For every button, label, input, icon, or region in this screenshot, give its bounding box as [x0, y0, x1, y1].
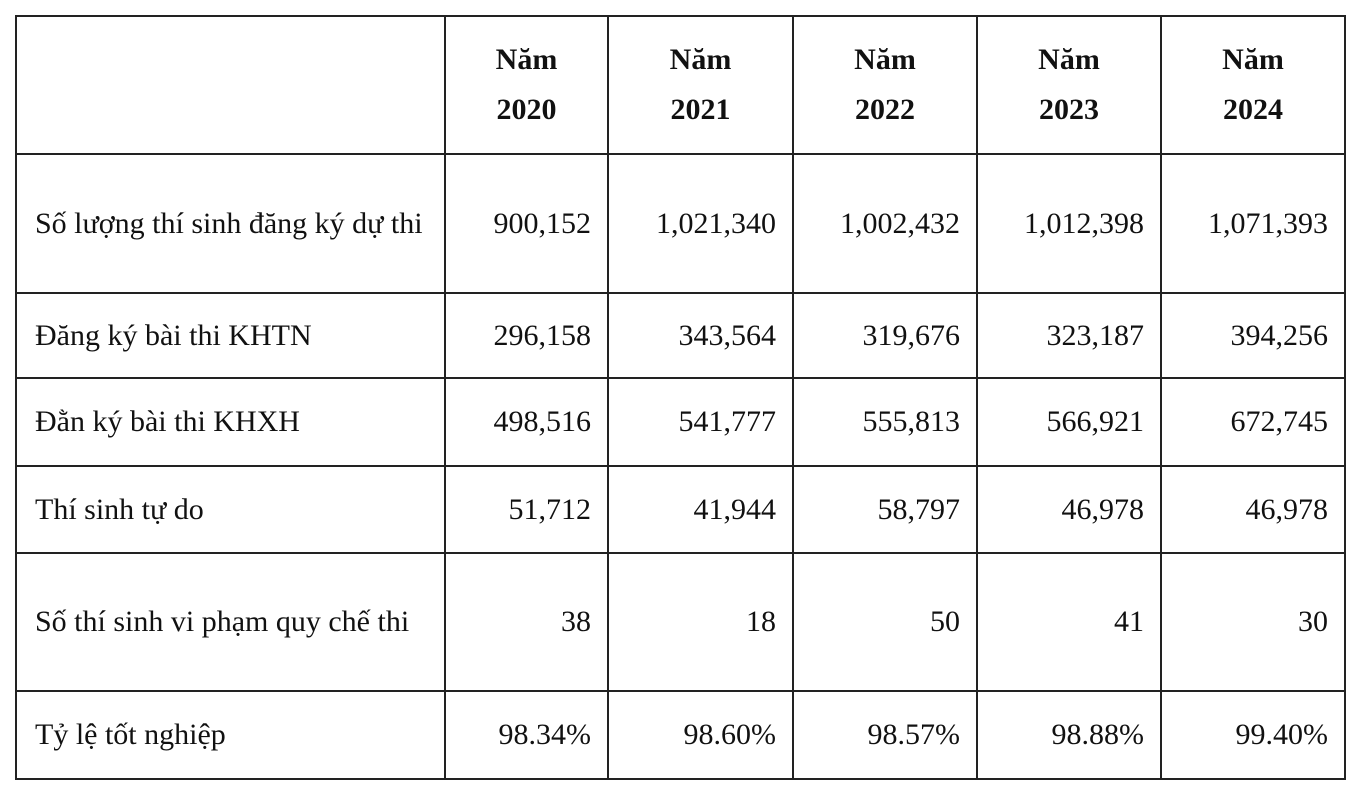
cell-value: 1,002,432	[792, 153, 978, 294]
cell-value: 323,187	[976, 292, 1162, 379]
header-line: Năm	[1222, 43, 1284, 76]
cell-value: 46,978	[1160, 465, 1346, 554]
header-line: 2023	[1039, 93, 1099, 126]
cell-value: 394,256	[1160, 292, 1346, 379]
header-line: Năm	[669, 43, 732, 76]
table-row: Đăng ký bài thi KHTN 296,158 343,564 319,67…	[15, 292, 1346, 379]
cell-value: 38	[444, 552, 609, 692]
cell-value: 41	[976, 552, 1162, 692]
header-line: 2022	[855, 93, 915, 126]
cell-value: 98.34%	[444, 690, 609, 780]
cell-value: 58,797	[792, 465, 978, 554]
header-line: 2024	[1223, 93, 1283, 126]
cell-value: 498,516	[444, 377, 609, 467]
cell-value: 46,978	[976, 465, 1162, 554]
header-cell: Năm 2021	[607, 15, 794, 155]
header-line: Năm	[1038, 43, 1100, 76]
table-row: Đằn ký bài thi KHXH 498,516 541,777 555,813…	[15, 377, 1346, 467]
cell-value: 555,813	[792, 377, 978, 467]
header-cell: Năm 2022	[792, 15, 978, 155]
cell-value: 50	[792, 552, 978, 692]
header-cell: Năm 2023	[976, 15, 1162, 155]
cell-value: 1,021,340	[607, 153, 794, 294]
row-label: Đằn ký bài thi KHXH	[15, 377, 446, 467]
cell-value: 18	[607, 552, 794, 692]
cell-value: 41,944	[607, 465, 794, 554]
cell-value: 343,564	[607, 292, 794, 379]
row-label: Đăng ký bài thi KHTN	[15, 292, 446, 379]
cell-value: 296,158	[444, 292, 609, 379]
data-table: Năm 2020 Năm 2021 Năm 2022 Năm 2023 Năm 2024 Số lư…	[15, 15, 1346, 780]
header-line: 2021	[670, 93, 731, 126]
cell-value: 900,152	[444, 153, 609, 294]
header-line: Năm	[854, 43, 916, 76]
row-label: Thí sinh tự do	[15, 465, 446, 554]
cell-value: 51,712	[444, 465, 609, 554]
header-line: Năm	[495, 43, 558, 76]
cell-value: 566,921	[976, 377, 1162, 467]
cell-value: 1,012,398	[976, 153, 1162, 294]
cell-value: 99.40%	[1160, 690, 1346, 780]
header-row: Năm 2020 Năm 2021 Năm 2022 Năm 2023 Năm 2024	[15, 15, 1346, 155]
table-row: Tỷ lệ tốt nghiệp 98.34% 98.60% 98.57% 98.88%…	[15, 690, 1346, 780]
cell-value: 672,745	[1160, 377, 1346, 467]
row-label: Số thí sinh vi phạm quy chế thi	[15, 552, 446, 692]
corner-cell	[15, 15, 446, 155]
header-cell: Năm 2020	[444, 15, 609, 155]
header-cell: Năm 2024	[1160, 15, 1346, 155]
cell-value: 98.88%	[976, 690, 1162, 780]
cell-value: 98.57%	[792, 690, 978, 780]
row-label: Tỷ lệ tốt nghiệp	[15, 690, 446, 780]
cell-value: 1,071,393	[1160, 153, 1346, 294]
table-row: Số lượng thí sinh đăng ký dự thi 900,152 1…	[15, 153, 1346, 294]
table-row: Thí sinh tự do 51,712 41,944 58,797 46,978 46…	[15, 465, 1346, 554]
cell-value: 98.60%	[607, 690, 794, 780]
table-row: Số thí sinh vi phạm quy chế thi 38 18 50 41 3…	[15, 552, 1346, 692]
cell-value: 30	[1160, 552, 1346, 692]
header-line: 2020	[496, 93, 557, 126]
cell-value: 319,676	[792, 292, 978, 379]
row-label: Số lượng thí sinh đăng ký dự thi	[15, 153, 446, 294]
cell-value: 541,777	[607, 377, 794, 467]
